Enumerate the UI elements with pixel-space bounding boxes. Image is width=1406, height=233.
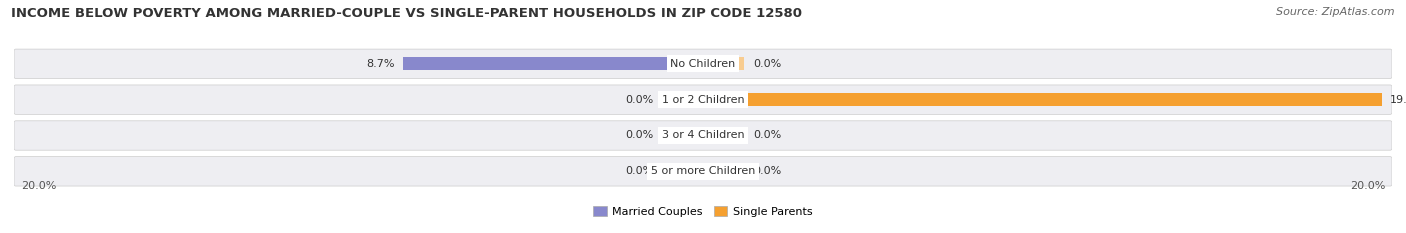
- Text: 20.0%: 20.0%: [21, 182, 56, 191]
- FancyBboxPatch shape: [14, 121, 1392, 150]
- Text: 19.7%: 19.7%: [1391, 95, 1406, 105]
- Legend: Married Couples, Single Parents: Married Couples, Single Parents: [589, 202, 817, 221]
- Text: 0.0%: 0.0%: [754, 59, 782, 69]
- Text: 1 or 2 Children: 1 or 2 Children: [662, 95, 744, 105]
- Bar: [703, 57, 744, 70]
- FancyBboxPatch shape: [14, 157, 1392, 186]
- Bar: [703, 129, 744, 142]
- Bar: [662, 93, 703, 106]
- Text: 0.0%: 0.0%: [624, 95, 652, 105]
- Text: 0.0%: 0.0%: [624, 130, 652, 140]
- Bar: [662, 165, 703, 178]
- Bar: [703, 93, 1382, 106]
- Text: 3 or 4 Children: 3 or 4 Children: [662, 130, 744, 140]
- FancyBboxPatch shape: [14, 85, 1392, 114]
- Text: 8.7%: 8.7%: [366, 59, 395, 69]
- Text: 0.0%: 0.0%: [754, 130, 782, 140]
- Text: 20.0%: 20.0%: [1350, 182, 1385, 191]
- Bar: [662, 129, 703, 142]
- Text: 5 or more Children: 5 or more Children: [651, 166, 755, 176]
- Text: Source: ZipAtlas.com: Source: ZipAtlas.com: [1277, 7, 1395, 17]
- Bar: [703, 93, 738, 106]
- Bar: [669, 57, 703, 70]
- Bar: [404, 57, 703, 70]
- FancyBboxPatch shape: [14, 49, 1392, 79]
- Text: 0.0%: 0.0%: [624, 166, 652, 176]
- Text: INCOME BELOW POVERTY AMONG MARRIED-COUPLE VS SINGLE-PARENT HOUSEHOLDS IN ZIP COD: INCOME BELOW POVERTY AMONG MARRIED-COUPL…: [11, 7, 803, 20]
- Text: 0.0%: 0.0%: [754, 166, 782, 176]
- Text: No Children: No Children: [671, 59, 735, 69]
- Bar: [703, 165, 744, 178]
